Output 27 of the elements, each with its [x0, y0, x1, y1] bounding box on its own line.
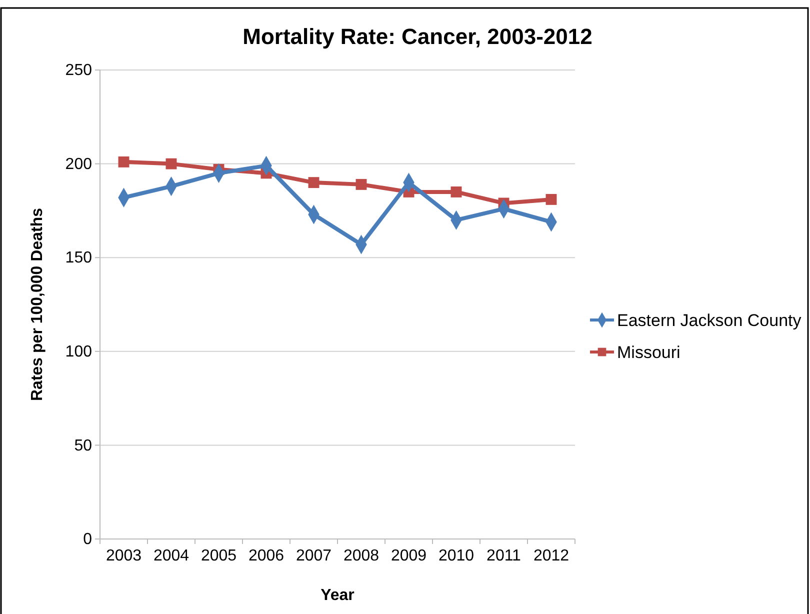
point [450, 186, 462, 198]
y-tick-label: 200 [65, 156, 92, 173]
x-tick-label: 2005 [200, 547, 237, 564]
x-tick-label: 2008 [343, 547, 380, 564]
point [356, 178, 367, 190]
y-tick-label: 250 [65, 62, 92, 80]
point [166, 158, 177, 170]
point [546, 194, 557, 205]
chart-title: Mortality Rate: Cancer, 2003-2012 [242, 24, 592, 49]
y-tick-label: 100 [65, 344, 92, 361]
legend-label: Missouri [617, 343, 680, 362]
point [118, 156, 130, 168]
x-tick-label: 2007 [296, 547, 332, 564]
point [308, 177, 320, 188]
y-tick-label: 0 [83, 531, 92, 548]
y-tick-label: 150 [65, 250, 92, 267]
x-tick-label: 2009 [390, 547, 427, 564]
y-axis-title: Rates per 100,000 Deaths [29, 208, 46, 401]
x-tick-label: 2011 [486, 547, 522, 564]
x-tick-label: 2003 [106, 547, 142, 564]
x-tick-label: 2012 [533, 547, 570, 564]
legend-label: Eastern Jackson County [617, 311, 802, 330]
x-tick-label: 2004 [153, 547, 190, 564]
x-tick-label: 2006 [248, 547, 284, 564]
x-axis-title: Year [320, 587, 354, 604]
x-tick-label: 2010 [438, 547, 474, 564]
y-tick-label: 50 [74, 437, 92, 454]
